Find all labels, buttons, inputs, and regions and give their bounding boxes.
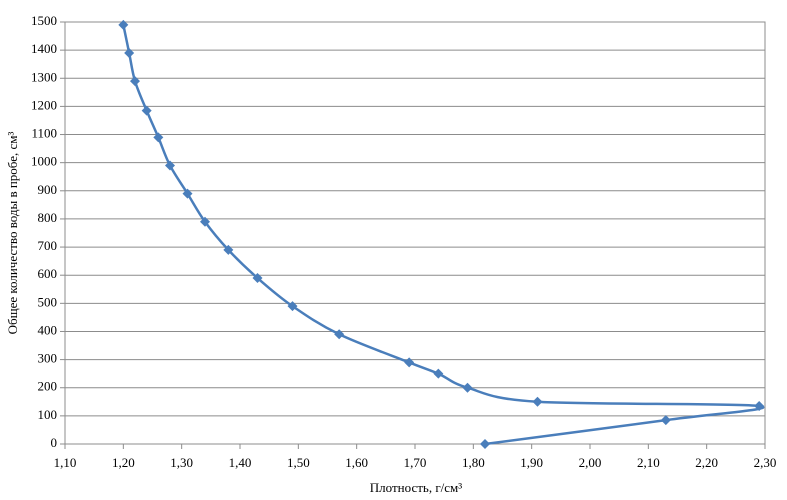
x-tick-label: 1,30: [170, 455, 193, 470]
point-marker: [754, 401, 765, 412]
x-tick-label: 1,40: [229, 455, 252, 470]
y-tick-label: 800: [38, 210, 58, 225]
y-tick-label: 1000: [31, 154, 57, 169]
point-marker: [130, 76, 140, 87]
x-tick-label: 1,80: [462, 455, 485, 470]
y-tick-label: 900: [38, 182, 58, 197]
point-marker: [252, 273, 263, 284]
plot-border: [64, 21, 766, 445]
point-marker: [153, 132, 164, 143]
y-tick-label: 1400: [31, 41, 57, 56]
point-marker: [200, 216, 210, 227]
y-tick-label: 1100: [31, 126, 57, 141]
x-tick-label: 1,10: [54, 455, 77, 470]
point-marker: [124, 47, 135, 58]
y-tick-label: 0: [51, 435, 58, 450]
y-tick-label: 1200: [31, 97, 57, 112]
point-marker: [480, 439, 490, 449]
x-tick-label: 1,90: [520, 455, 543, 470]
point-marker: [141, 105, 152, 116]
x-tick-label: 2,10: [637, 455, 660, 470]
y-tick-label: 200: [38, 379, 58, 394]
series-line: [122, 24, 765, 446]
point-marker: [433, 368, 444, 379]
y-tick-label: 1500: [31, 13, 57, 28]
point-marker: [118, 19, 129, 30]
point-marker: [287, 301, 298, 312]
x-axis-title: Плотность, г/см³: [370, 480, 462, 495]
x-tick-label: 1,20: [112, 455, 135, 470]
x-tick-label: 2,20: [695, 455, 718, 470]
x-tick-label: 1,50: [287, 455, 310, 470]
y-tick-label: 1300: [31, 69, 57, 84]
y-tick-label: 100: [38, 407, 58, 422]
y-tick-label: 300: [38, 351, 58, 366]
y-tick-label: 700: [38, 238, 58, 253]
y-tick-label: 400: [38, 322, 58, 337]
point-marker: [165, 160, 175, 171]
point-marker: [223, 244, 234, 255]
point-marker: [334, 329, 345, 340]
point-marker: [182, 188, 193, 199]
x-tick-label: 2,30: [754, 455, 777, 470]
y-tick-label: 500: [38, 294, 58, 309]
point-marker: [532, 396, 543, 407]
y-axis-title: Общее количество воды в пробе, см³: [5, 131, 20, 334]
point-marker: [660, 415, 671, 426]
x-tick-label: 1,70: [404, 455, 427, 470]
point-marker: [462, 382, 473, 393]
point-marker: [404, 357, 415, 368]
x-tick-label: 1,60: [345, 455, 368, 470]
x-tick-label: 2,00: [579, 455, 602, 470]
y-tick-label: 600: [38, 266, 58, 281]
